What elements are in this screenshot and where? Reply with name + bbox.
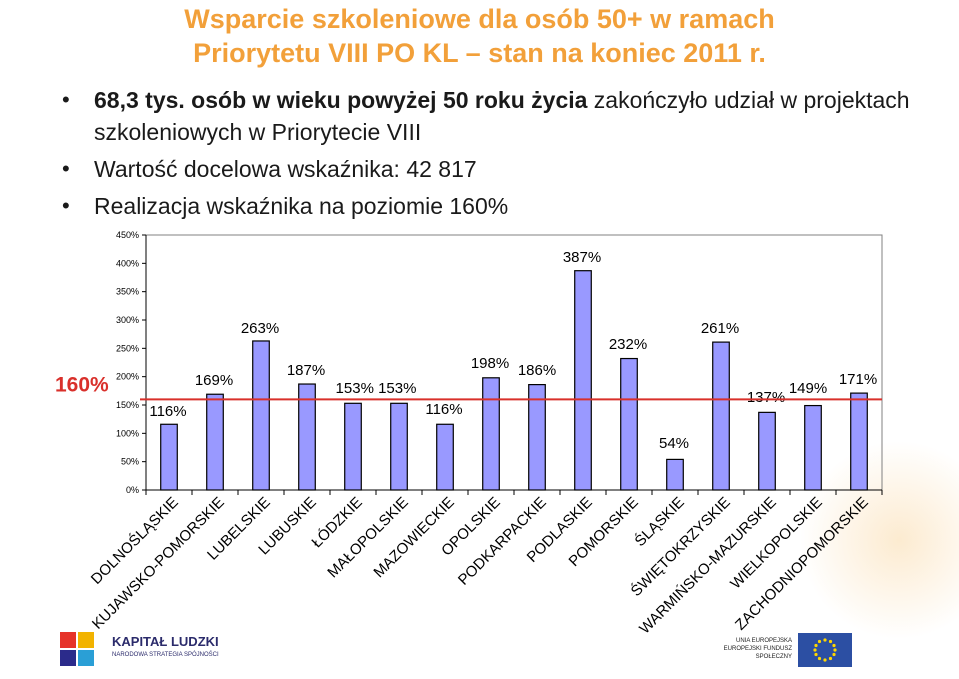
bullet-icon: • (62, 87, 70, 112)
y-tick-label: 0% (126, 485, 139, 495)
y-tick-label: 150% (116, 400, 139, 410)
bar-value-label: 198% (471, 355, 509, 372)
bar-value-label: 232% (609, 336, 647, 353)
reference-line-label: 160% (55, 373, 109, 396)
bar-value-label: 116% (149, 403, 186, 420)
bar-value-label: 153% 153% (336, 380, 417, 397)
x-category-label: MAZOWIECKIE (370, 494, 457, 581)
bar (758, 411, 776, 491)
bar-value-label: 54% (659, 435, 689, 452)
y-tick-label: 350% (116, 287, 139, 297)
bullet-text: Wartość docelowa wskaźnika: 42 817 (94, 156, 477, 182)
bar-value-label: 261% (701, 320, 739, 337)
bar (528, 384, 546, 491)
eu-flag-icon (798, 633, 852, 667)
y-tick-label: 250% (116, 343, 139, 353)
title-line-1: Wsparcie szkoleniowe dla osób 50+ w rama… (184, 4, 775, 34)
bar (436, 423, 454, 491)
page-title: Wsparcie szkoleniowe dla osób 50+ w rama… (0, 2, 959, 70)
y-tick-label: 100% (116, 428, 139, 438)
bullet-item: • 68,3 tys. osób w wieku powyżej 50 roku … (62, 84, 942, 148)
bar (574, 270, 592, 491)
bar-value-label: 387% (563, 249, 601, 266)
title-line-2: Priorytetu VIII PO KL – stan na koniec 2… (193, 38, 766, 68)
y-tick-label: 50% (121, 457, 139, 467)
bar-value-label: 186% (518, 362, 556, 379)
bar (160, 423, 178, 491)
bar (804, 404, 822, 491)
bar-value-label: 263% (241, 320, 279, 337)
bar-value-label: 169% (195, 372, 233, 389)
bar-value-label: 149% (789, 380, 827, 397)
bar (298, 383, 316, 491)
bullet-list: • 68,3 tys. osób w wieku powyżej 50 roku … (62, 84, 942, 227)
bar-value-label: 187% (287, 362, 325, 379)
bullet-text: zakończyło udział w projektach szkolenio… (94, 87, 910, 145)
bar (712, 341, 730, 491)
y-tick-label: 300% (116, 315, 139, 325)
bullet-bold-text: 68,3 tys. osób w wieku powyżej 50 roku ż… (94, 87, 588, 113)
bar-value-label: 171% (839, 371, 877, 388)
kapital-ludzki-subtitle: NARODOWA STRATEGIA SPÓJNOŚCI (112, 652, 219, 658)
kapital-ludzki-logo: KAPITAŁ LUDZKI NARODOWA STRATEGIA SPÓJNO… (60, 630, 219, 670)
kapital-ludzki-title: KAPITAŁ LUDZKI (112, 634, 219, 649)
bullet-icon: • (62, 193, 70, 218)
bullet-item: • Wartość docelowa wskaźnika: 42 817 (62, 153, 942, 185)
bar (482, 377, 500, 491)
kapital-ludzki-emblem-icon (60, 632, 94, 666)
decorative-sun-shape (799, 440, 959, 640)
bar (390, 402, 408, 491)
y-tick-label: 400% (116, 258, 139, 268)
bar-value-label: 137% (747, 389, 785, 406)
bullet-icon: • (62, 156, 70, 181)
bar (620, 357, 638, 491)
y-tick-label: 200% (116, 372, 139, 382)
bar (252, 340, 270, 491)
bar (850, 392, 868, 491)
bullet-text: Realizacja wskaźnika na poziomie 160% (94, 193, 509, 219)
eu-logo-text: UNIA EUROPEJSKA EUROPEJSKI FUNDUSZ SPOŁE… (723, 638, 792, 660)
bar-value-label: 116% (425, 401, 462, 418)
x-category-label: MAŁOPOLSKIE (324, 494, 411, 581)
bar (206, 393, 224, 491)
bar (666, 458, 684, 491)
y-tick-label: 450% (116, 230, 139, 240)
bullet-item: • Realizacja wskaźnika na poziomie 160% (62, 190, 942, 222)
bar (344, 402, 362, 491)
eu-logo: UNIA EUROPEJSKA EUROPEJSKI FUNDUSZ SPOŁE… (720, 633, 860, 669)
x-category-label: DOLNOŚLĄSKIE (87, 493, 182, 588)
